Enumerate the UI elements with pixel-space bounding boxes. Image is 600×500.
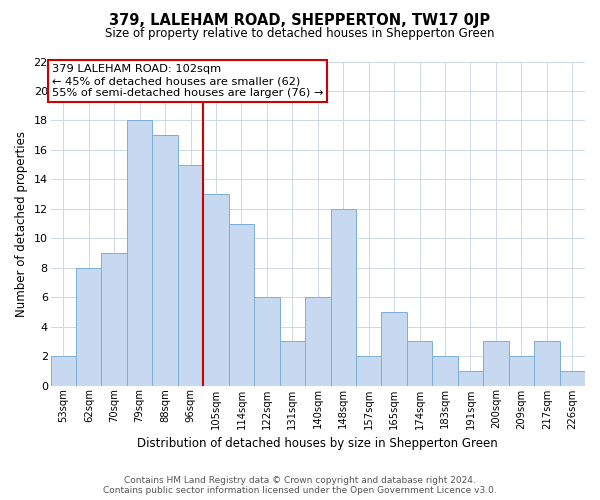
Bar (203, 194, 229, 386)
Bar (254, 297, 280, 386)
Bar (509, 356, 534, 386)
Text: Size of property relative to detached houses in Shepperton Green: Size of property relative to detached ho… (105, 28, 495, 40)
Bar (127, 120, 152, 386)
Text: Contains HM Land Registry data © Crown copyright and database right 2024.
Contai: Contains HM Land Registry data © Crown c… (103, 476, 497, 495)
Bar (305, 297, 331, 386)
Bar (382, 312, 407, 386)
Bar (534, 342, 560, 386)
Bar (356, 356, 382, 386)
Bar (280, 342, 305, 386)
Text: 379 LALEHAM ROAD: 102sqm
← 45% of detached houses are smaller (62)
55% of semi-d: 379 LALEHAM ROAD: 102sqm ← 45% of detach… (52, 64, 323, 98)
Bar (560, 371, 585, 386)
Text: 379, LALEHAM ROAD, SHEPPERTON, TW17 0JP: 379, LALEHAM ROAD, SHEPPERTON, TW17 0JP (109, 12, 491, 28)
Bar (50, 356, 76, 386)
Bar (458, 371, 483, 386)
Bar (76, 268, 101, 386)
Bar (407, 342, 433, 386)
Bar (483, 342, 509, 386)
Bar (229, 224, 254, 386)
Bar (433, 356, 458, 386)
Bar (152, 135, 178, 386)
Y-axis label: Number of detached properties: Number of detached properties (15, 130, 28, 316)
Bar (101, 253, 127, 386)
Bar (178, 164, 203, 386)
X-axis label: Distribution of detached houses by size in Shepperton Green: Distribution of detached houses by size … (137, 437, 498, 450)
Bar (331, 209, 356, 386)
